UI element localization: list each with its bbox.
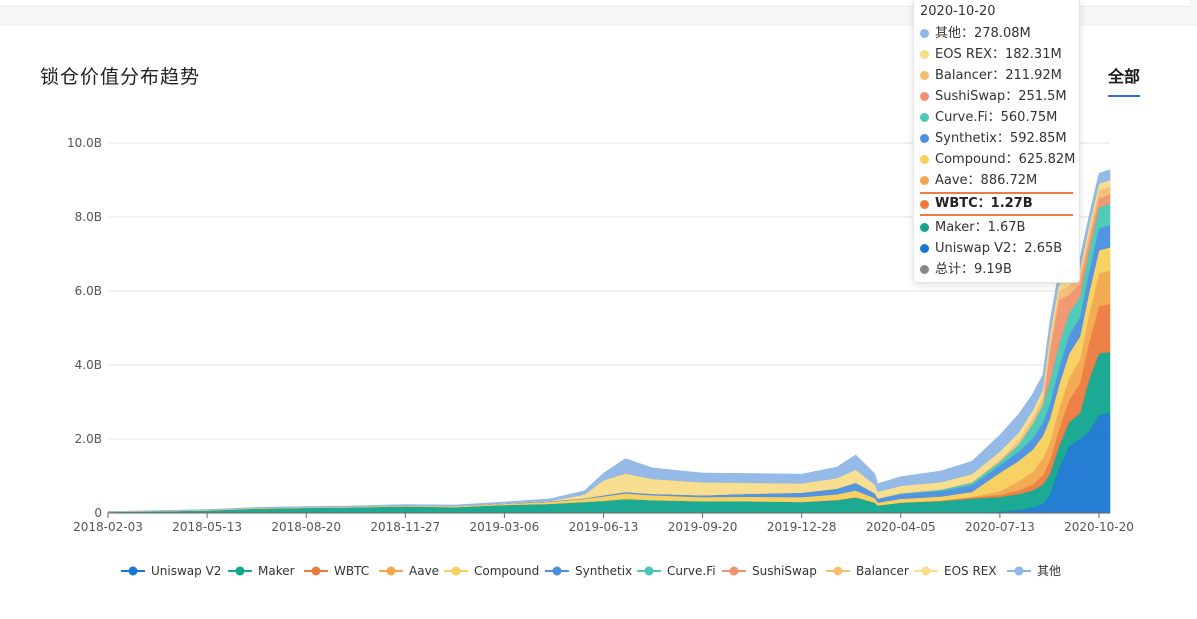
legend-dot-icon bbox=[451, 566, 461, 576]
y-tick-label: 2.0B bbox=[75, 432, 102, 446]
legend-label: Synthetix bbox=[575, 564, 632, 578]
legend-label: Compound bbox=[474, 564, 539, 578]
tooltip-row: SushiSwap：251.5M bbox=[920, 86, 1073, 107]
legend-dot-icon bbox=[311, 566, 321, 576]
x-tick-label: 2018-11-27 bbox=[370, 520, 440, 534]
legend-item[interactable]: Balancer bbox=[826, 564, 909, 578]
legend-item[interactable]: WBTC bbox=[304, 564, 369, 578]
legend-label: Balancer bbox=[856, 564, 909, 578]
series-dot-icon bbox=[920, 113, 929, 122]
x-tick-label: 2018-05-13 bbox=[172, 520, 242, 534]
x-tick-label: 2019-06-13 bbox=[569, 520, 639, 534]
area-series-- bbox=[107, 169, 1111, 512]
series-dot-icon bbox=[920, 155, 929, 164]
series-dot-icon bbox=[920, 244, 929, 253]
legend-dot-icon bbox=[1014, 566, 1024, 576]
legend-dot-icon bbox=[921, 566, 931, 576]
tab-all[interactable]: 全部 bbox=[1108, 63, 1141, 97]
legend-item[interactable]: SushiSwap bbox=[722, 564, 817, 578]
tooltip-row-text: Curve.Fi：560.75M bbox=[935, 110, 1058, 125]
y-tick-label: 4.0B bbox=[75, 358, 102, 372]
tooltip-row: Uniswap V2：2.65B bbox=[920, 238, 1073, 259]
series-dot-icon bbox=[920, 50, 929, 59]
series-dot-icon bbox=[920, 29, 929, 38]
legend-dot-icon bbox=[386, 566, 396, 576]
legend-dot-icon bbox=[833, 566, 843, 576]
tooltip-row: Synthetix：592.85M bbox=[920, 128, 1073, 149]
x-tick-label: 2020-10-20 bbox=[1064, 520, 1134, 534]
tooltip-row-text: 其他：278.08M bbox=[935, 26, 1031, 41]
tooltip-row-text: Synthetix：592.85M bbox=[935, 131, 1067, 146]
tooltip-row: EOS REX：182.31M bbox=[920, 44, 1073, 65]
tooltip-row-text: Uniswap V2：2.65B bbox=[935, 241, 1063, 256]
tooltip-row-text: EOS REX：182.31M bbox=[935, 47, 1062, 62]
series-dot-icon bbox=[920, 176, 929, 185]
tooltip-row-text: Maker：1.67B bbox=[935, 220, 1026, 235]
data-tooltip: 2020-10-20 其他：278.08M EOS REX：182.31M Bala… bbox=[913, 0, 1080, 283]
legend-item[interactable]: 其他 bbox=[1007, 564, 1061, 578]
legend-dot-icon bbox=[128, 566, 138, 576]
x-tick-label: 2018-08-20 bbox=[271, 520, 341, 534]
tooltip-row: 总计：9.19B bbox=[920, 259, 1073, 280]
legend-item[interactable]: Curve.Fi bbox=[637, 564, 716, 578]
series-dot-icon bbox=[920, 265, 929, 274]
x-tick-label: 2019-12-28 bbox=[767, 520, 837, 534]
legend-item[interactable]: Aave bbox=[379, 564, 439, 578]
top-strip bbox=[0, 0, 1190, 7]
tooltip-row-text: SushiSwap：251.5M bbox=[935, 89, 1067, 104]
legend-item[interactable]: Synthetix bbox=[545, 564, 632, 578]
legend-layer: Uniswap V2 Maker WBTC Aave Compound Synthetix… bbox=[121, 564, 1061, 578]
legend-label: SushiSwap bbox=[752, 564, 817, 578]
legend-item[interactable]: EOS REX bbox=[914, 564, 997, 578]
y-tick-label: 8.0B bbox=[75, 210, 102, 224]
legend-dot-icon bbox=[729, 566, 739, 576]
legend-label: 其他 bbox=[1037, 564, 1061, 578]
axis-layer: 0 2.0B 4.0B 6.0B 8.0B 10.0B 2018-02-03 2018-05-… bbox=[67, 136, 1134, 534]
tooltip-row: Aave：886.72M bbox=[920, 170, 1073, 191]
legend-label: Uniswap V2 bbox=[151, 564, 221, 578]
legend-dot-icon bbox=[235, 566, 245, 576]
y-tick-label: 0 bbox=[94, 506, 102, 520]
tooltip-date: 2020-10-20 bbox=[920, 4, 996, 19]
tooltip-row-text: 总计：9.19B bbox=[935, 262, 1012, 277]
legend-item[interactable]: Compound bbox=[444, 564, 539, 578]
tooltip-rows: 其他：278.08M EOS REX：182.31M Balancer：211.92… bbox=[920, 23, 1076, 280]
x-tick-label: 2019-03-06 bbox=[470, 520, 540, 534]
legend-label: EOS REX bbox=[944, 564, 997, 578]
tooltip-row: Balancer：211.92M bbox=[920, 65, 1073, 86]
tooltip-row: Curve.Fi：560.75M bbox=[920, 107, 1073, 128]
legend-label: WBTC bbox=[334, 564, 369, 578]
tooltip-row-text: Compound：625.82M bbox=[935, 152, 1076, 167]
x-tick-label: 2019-09-20 bbox=[668, 520, 738, 534]
tooltip-row-text: Aave：886.72M bbox=[935, 173, 1038, 188]
legend-label: Maker bbox=[258, 564, 295, 578]
tooltip-row: 其他：278.08M bbox=[920, 23, 1073, 44]
series-dot-icon bbox=[920, 134, 929, 143]
series-dot-icon bbox=[920, 92, 929, 101]
legend-label: Curve.Fi bbox=[667, 564, 716, 578]
series-dot-icon bbox=[920, 223, 929, 232]
y-tick-label: 6.0B bbox=[75, 284, 102, 298]
series-dot-icon bbox=[920, 71, 929, 80]
legend-label: Aave bbox=[409, 564, 439, 578]
tooltip-row-text: Balancer：211.92M bbox=[935, 68, 1062, 83]
legend-item[interactable]: Maker bbox=[228, 564, 295, 578]
chart-title: 锁仓价值分布趋势 bbox=[40, 66, 201, 88]
legend-dot-icon bbox=[644, 566, 654, 576]
legend-item[interactable]: Uniswap V2 bbox=[121, 564, 221, 578]
tooltip-row: Compound：625.82M bbox=[920, 149, 1076, 170]
x-tick-label: 2018-02-03 bbox=[73, 520, 143, 534]
tooltip-row: WBTC：1.27B bbox=[920, 192, 1073, 216]
tooltip-row: Maker：1.67B bbox=[920, 217, 1073, 238]
x-tick-label: 2020-04-05 bbox=[866, 520, 936, 534]
chart-card: 锁仓价值分布趋势 全部 bbox=[0, 26, 1197, 619]
x-tick-label: 2020-07-13 bbox=[965, 520, 1035, 534]
series-dot-icon bbox=[920, 199, 929, 209]
y-tick-label: 10.0B bbox=[67, 136, 102, 150]
tooltip-row-text: WBTC：1.27B bbox=[935, 196, 1033, 211]
legend-dot-icon bbox=[552, 566, 562, 576]
